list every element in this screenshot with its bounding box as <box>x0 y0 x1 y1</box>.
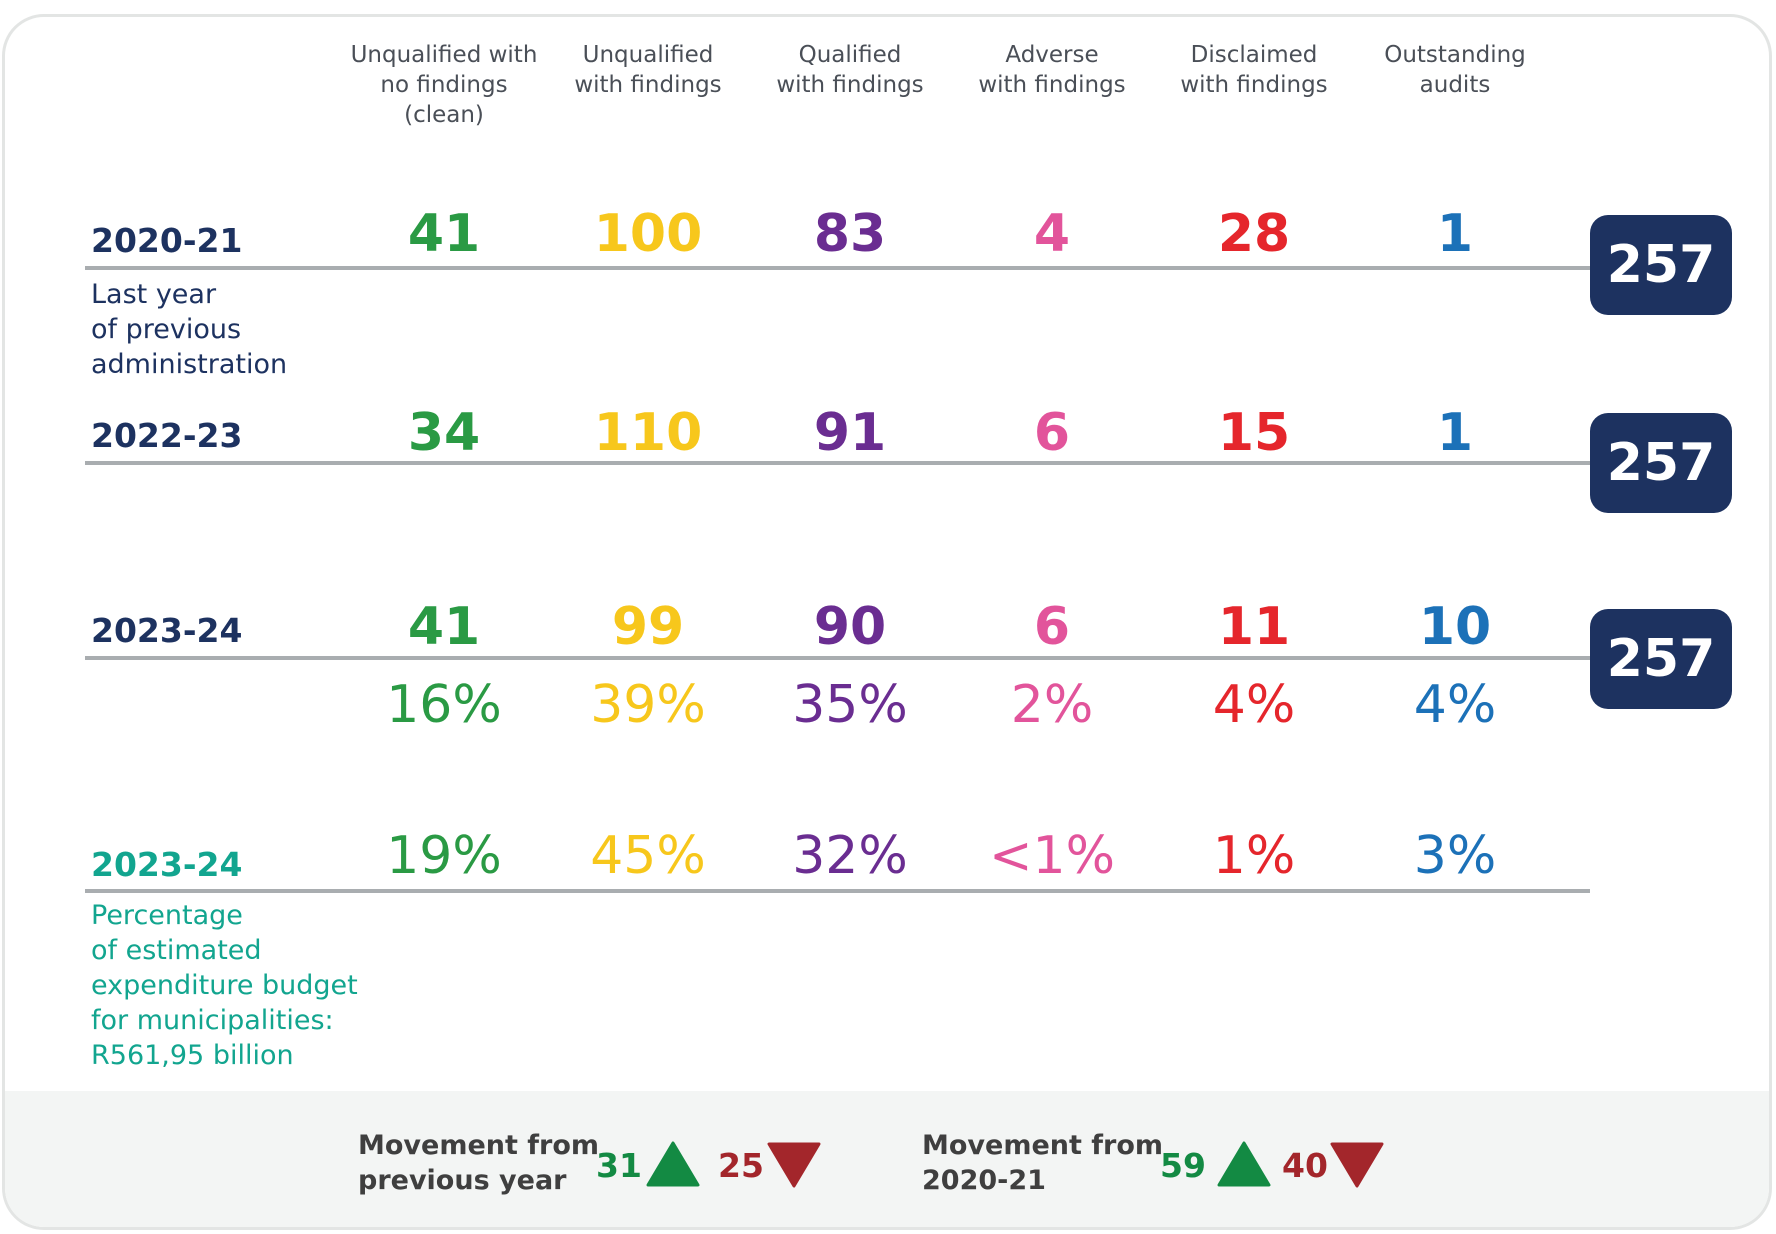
percent-outstanding-2023-24: 4% <box>1413 675 1497 735</box>
triangle-down-icon <box>1330 1142 1384 1188</box>
value-adverse-2020-21: 4 <box>1033 204 1071 264</box>
value-clean-2022-23: 34 <box>407 403 481 463</box>
budget-percent-qualified: 32% <box>792 826 908 886</box>
value-qualified-2022-23: 91 <box>813 403 887 463</box>
column-header-disclaimed: Disclaimed with findings <box>1180 42 1328 98</box>
value-unqualified-2020-21: 100 <box>593 204 703 264</box>
row-subtitle-2020-21: Last year of previous administration <box>91 279 288 380</box>
movement-previous-year-improved: 31 <box>596 1146 642 1185</box>
column-header-adverse: Adverse with findings <box>978 42 1126 98</box>
budget-percent-adverse: <1% <box>988 826 1116 886</box>
value-adverse-2023-24: 6 <box>1033 597 1071 657</box>
movement-previous-year-label: Movement from previous year <box>358 1130 600 1196</box>
row-year-2022-23: 2022-23 <box>91 416 243 455</box>
total-badge-2023-24: 257 <box>1590 609 1732 709</box>
budget-row-subtitle: Percentage of estimated expenditure budg… <box>91 900 358 1071</box>
triangle-up-icon <box>646 1141 700 1187</box>
value-outstanding-2020-21: 1 <box>1436 204 1474 264</box>
triangle-down-icon <box>767 1142 821 1188</box>
column-header-outstanding: Outstanding audits <box>1384 42 1526 98</box>
value-outstanding-2023-24: 10 <box>1418 597 1492 657</box>
movement-since-2020-improved: 59 <box>1160 1146 1206 1185</box>
value-clean-2020-21: 41 <box>407 204 481 264</box>
row-divider <box>85 656 1605 660</box>
triangle-up-icon <box>1217 1141 1271 1187</box>
column-header-qualified: Qualified with findings <box>776 42 924 98</box>
value-unqualified-2023-24: 99 <box>611 597 685 657</box>
budget-percent-disclaimed: 1% <box>1212 826 1296 886</box>
budget-row-year: 2023-24 <box>91 845 243 884</box>
value-unqualified-2022-23: 110 <box>593 403 703 463</box>
row-divider <box>85 266 1605 270</box>
value-outstanding-2022-23: 1 <box>1436 403 1474 463</box>
percent-unqualified-2023-24: 39% <box>590 675 706 735</box>
total-badge-2022-23: 257 <box>1590 413 1732 513</box>
percent-clean-2023-24: 16% <box>386 675 502 735</box>
value-clean-2023-24: 41 <box>407 597 481 657</box>
row-year-2023-24: 2023-24 <box>91 611 243 650</box>
row-divider <box>85 461 1605 465</box>
budget-percent-outstanding: 3% <box>1413 826 1497 886</box>
movement-since-2020-label: Movement from 2020-21 <box>922 1130 1164 1196</box>
column-header-clean: Unqualified with no findings (clean) <box>350 42 538 128</box>
percent-qualified-2023-24: 35% <box>792 675 908 735</box>
value-disclaimed-2020-21: 28 <box>1217 204 1291 264</box>
audit-outcomes-card <box>2 14 1772 1230</box>
column-header-unqualified: Unqualified with findings <box>574 42 722 98</box>
percent-disclaimed-2023-24: 4% <box>1212 675 1296 735</box>
movement-footer <box>5 1091 1769 1227</box>
row-year-2020-21: 2020-21 <box>91 221 243 260</box>
value-adverse-2022-23: 6 <box>1033 403 1071 463</box>
value-qualified-2020-21: 83 <box>813 204 887 264</box>
movement-since-2020-regressed: 40 <box>1282 1146 1328 1185</box>
budget-percent-unqualified: 45% <box>590 826 706 886</box>
total-badge-2020-21: 257 <box>1590 215 1732 315</box>
budget-percent-clean: 19% <box>386 826 502 886</box>
row-divider <box>85 889 1590 893</box>
percent-adverse-2023-24: 2% <box>1010 675 1094 735</box>
movement-previous-year-regressed: 25 <box>718 1146 764 1185</box>
value-disclaimed-2022-23: 15 <box>1217 403 1291 463</box>
value-disclaimed-2023-24: 11 <box>1217 597 1291 657</box>
value-qualified-2023-24: 90 <box>813 597 887 657</box>
